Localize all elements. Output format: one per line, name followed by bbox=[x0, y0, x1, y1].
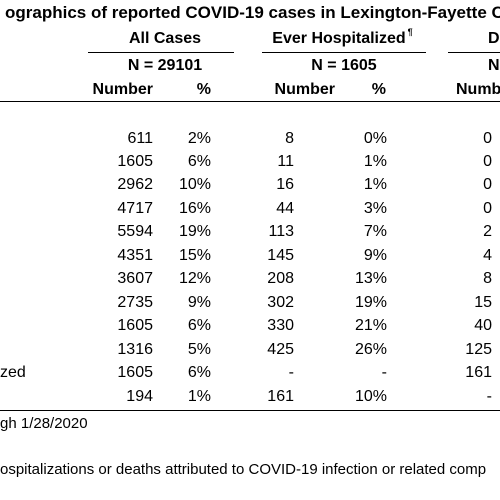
cell-all-pct: 6% bbox=[187, 317, 211, 334]
subheader-hosp-number: Number bbox=[274, 81, 335, 98]
table-title: ographics of reported COVID-19 cases in … bbox=[5, 3, 500, 22]
subheader-death-number: Numb bbox=[456, 81, 500, 98]
cell-hosp-pct: 1% bbox=[363, 176, 387, 193]
cell-death-number: 4 bbox=[483, 247, 492, 264]
cell-hosp-number: 330 bbox=[267, 317, 294, 334]
cell-hosp-pct: 3% bbox=[363, 200, 387, 217]
cell-death-number: - bbox=[486, 388, 492, 405]
cell-hosp-pct: 1% bbox=[363, 153, 387, 170]
footnote-date: gh 1/28/2020 bbox=[0, 415, 88, 432]
cell-all-number: 1605 bbox=[117, 364, 153, 381]
rule-ever-hospitalized bbox=[262, 52, 426, 53]
table-bottom-rule bbox=[0, 410, 500, 411]
cell-all-pct: 5% bbox=[187, 341, 211, 358]
cell-hosp-number: 113 bbox=[268, 223, 294, 240]
cell-hosp-number: 44 bbox=[276, 200, 294, 217]
table-row-label: zed bbox=[0, 364, 26, 381]
cell-death-number: 0 bbox=[483, 153, 492, 170]
cell-hosp-pct: 26% bbox=[354, 341, 387, 358]
group-header-ever-hospitalized-label: Ever Hospitalized bbox=[272, 30, 406, 47]
cell-death-number: 40 bbox=[474, 317, 492, 334]
cell-hosp-number: 208 bbox=[267, 270, 294, 287]
rule-all-cases bbox=[88, 52, 234, 53]
group-header-all-cases: All Cases bbox=[128, 30, 202, 47]
group-header-ever-hospitalized: Ever Hospitalized ¶ bbox=[255, 27, 430, 48]
cell-all-number: 3607 bbox=[117, 270, 153, 287]
cell-hosp-pct: 10% bbox=[354, 388, 387, 405]
cell-hosp-pct: 9% bbox=[363, 247, 387, 264]
cell-all-number: 5594 bbox=[117, 223, 153, 240]
cell-hosp-pct: 19% bbox=[354, 294, 387, 311]
cell-all-number: 1605 bbox=[117, 317, 153, 334]
cell-all-pct: 19% bbox=[178, 223, 211, 240]
subheader-all-pct: % bbox=[196, 81, 211, 98]
cell-hosp-number: - bbox=[288, 364, 294, 381]
cell-death-number: 125 bbox=[465, 341, 492, 358]
cell-death-number: 0 bbox=[483, 130, 492, 147]
subheader-hosp-pct: % bbox=[371, 81, 386, 98]
footnote-definition: ospitalizations or deaths attributed to … bbox=[0, 461, 487, 478]
cell-death-number: 2 bbox=[483, 223, 492, 240]
cell-hosp-pct: 0% bbox=[363, 130, 387, 147]
cell-death-number: 8 bbox=[483, 270, 492, 287]
cell-all-pct: 12% bbox=[178, 270, 211, 287]
cell-hosp-pct: 13% bbox=[354, 270, 387, 287]
cell-all-number: 2962 bbox=[117, 176, 153, 193]
cell-all-number: 2735 bbox=[117, 294, 153, 311]
cell-all-number: 4351 bbox=[117, 247, 153, 264]
cell-hosp-number: 425 bbox=[267, 341, 294, 358]
n-ever-hospitalized: N = 1605 bbox=[311, 57, 377, 74]
footnote-marker: ¶ bbox=[407, 27, 413, 37]
cell-all-number: 611 bbox=[127, 130, 153, 147]
cell-all-pct: 6% bbox=[187, 364, 211, 381]
cell-hosp-number: 8 bbox=[285, 130, 294, 147]
subheader-rule bbox=[0, 101, 500, 102]
cell-all-number: 1605 bbox=[117, 153, 153, 170]
cell-death-number: 0 bbox=[483, 176, 492, 193]
cell-all-pct: 16% bbox=[178, 200, 211, 217]
cell-death-number: 161 bbox=[465, 364, 492, 381]
cell-hosp-number: 11 bbox=[277, 153, 294, 170]
cell-all-number: 4717 bbox=[117, 200, 153, 217]
cell-all-number: 1316 bbox=[117, 341, 153, 358]
cell-all-pct: 2% bbox=[187, 130, 211, 147]
cell-all-pct: 9% bbox=[187, 294, 211, 311]
cell-all-pct: 15% bbox=[178, 247, 211, 264]
cell-hosp-pct: 21% bbox=[354, 317, 387, 334]
cell-hosp-pct: - bbox=[381, 364, 387, 381]
cell-death-number: 0 bbox=[483, 200, 492, 217]
cell-hosp-number: 302 bbox=[267, 294, 294, 311]
group-header-deaths: D bbox=[488, 30, 500, 47]
cell-all-pct: 6% bbox=[187, 153, 211, 170]
cell-all-number: 194 bbox=[126, 388, 153, 405]
subheader-all-number: Number bbox=[92, 81, 153, 98]
rule-deaths bbox=[448, 52, 500, 53]
n-all-cases: N = 29101 bbox=[127, 57, 203, 74]
cell-hosp-pct: 7% bbox=[363, 223, 387, 240]
cell-hosp-number: 161 bbox=[267, 388, 294, 405]
cell-all-pct: 10% bbox=[178, 176, 211, 193]
cell-hosp-number: 16 bbox=[276, 176, 294, 193]
cell-hosp-number: 145 bbox=[267, 247, 294, 264]
cell-death-number: 15 bbox=[474, 294, 492, 311]
n-deaths: N bbox=[488, 57, 500, 74]
cell-all-pct: 1% bbox=[187, 388, 211, 405]
